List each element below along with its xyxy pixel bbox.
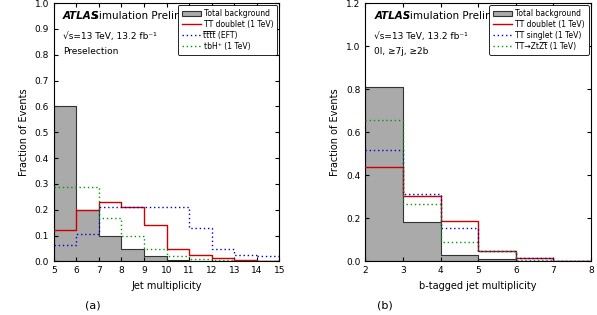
X-axis label: Jet multiplicity: Jet multiplicity [131,281,202,291]
Text: 0l, ≥7j, ≥2b: 0l, ≥7j, ≥2b [374,47,429,56]
Legend: Total background, T̅T̅ doublet (1 TeV), t̅t̅t̅t̅ (EFT), tbH⁺ (1 TeV): Total background, T̅T̅ doublet (1 TeV), … [178,5,277,55]
Polygon shape [54,106,279,261]
Text: Preselection: Preselection [63,47,118,56]
Text: Simulation Preliminary: Simulation Preliminary [89,11,210,21]
Y-axis label: Fraction of Events: Fraction of Events [331,89,340,176]
Legend: Total background, T̅T̅ doublet (1 TeV), T̅T̅ singlet (1 TeV), T̅T̅→ZtZ̅t̅ (1 TeV: Total background, T̅T̅ doublet (1 TeV), … [490,5,589,55]
Text: ATLAS: ATLAS [63,11,99,21]
Text: Simulation Preliminary: Simulation Preliminary [400,11,522,21]
Text: (a): (a) [85,301,100,311]
Text: √s=13 TeV, 13.2 fb⁻¹: √s=13 TeV, 13.2 fb⁻¹ [63,32,156,41]
Text: √s=13 TeV, 13.2 fb⁻¹: √s=13 TeV, 13.2 fb⁻¹ [374,32,468,41]
Polygon shape [365,87,591,261]
X-axis label: b-tagged jet multiplicity: b-tagged jet multiplicity [420,281,537,291]
Y-axis label: Fraction of Events: Fraction of Events [19,89,29,176]
Text: (b): (b) [377,301,393,311]
Text: ATLAS: ATLAS [374,11,411,21]
